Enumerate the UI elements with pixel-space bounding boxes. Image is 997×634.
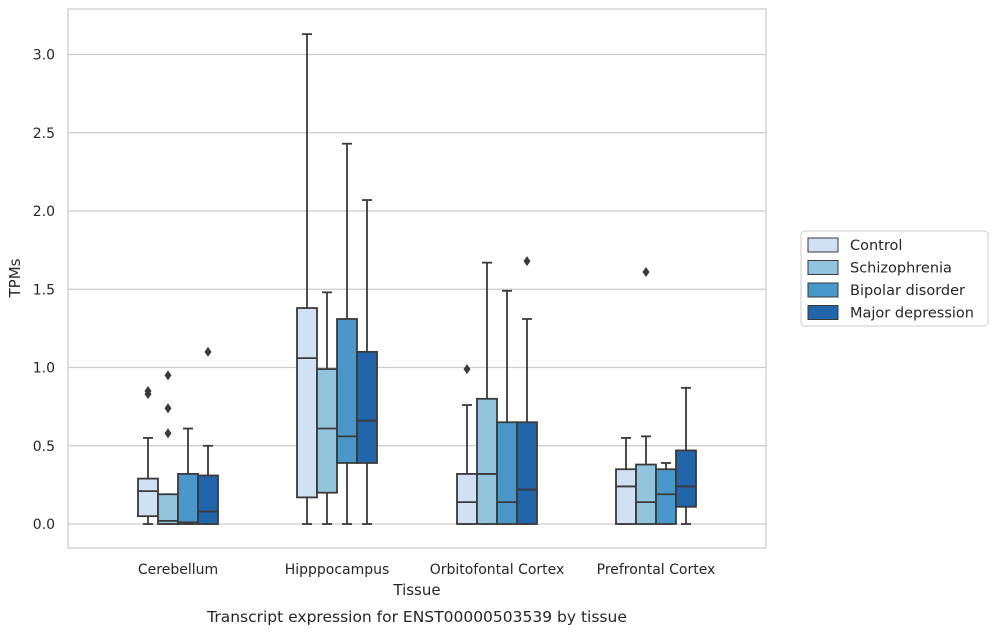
iqr-box: [197, 474, 219, 525]
box-bipolar-disorder-orbitofontal-cortex: [496, 289, 518, 525]
y-tick-label: 0.5: [33, 439, 55, 455]
y-tick-label: 1.0: [33, 361, 55, 377]
plot-area-frame: [67, 8, 767, 549]
outlier-marker: [164, 428, 172, 439]
box-major-depression-cerebellum: [197, 346, 219, 525]
outlier-marker: [204, 346, 212, 357]
x-tick-label-hipppocampus: Hipppocampus: [285, 562, 390, 578]
legend-swatch: [807, 305, 839, 320]
x-tick-label-cerebellum: Cerebellum: [138, 562, 218, 578]
iqr-box: [516, 421, 538, 525]
legend-swatch: [807, 237, 839, 253]
y-axis-ticks: 0.0 0.5 1.0 1.5 2.0 2.5 3.0: [33, 48, 55, 534]
iqr-box: [356, 350, 378, 464]
y-tick-label: 2.0: [33, 204, 55, 220]
iqr-box: [655, 468, 677, 525]
box-control-prefrontal-cortex: [615, 437, 637, 525]
legend: Control Schizophrenia Bipolar disorder Majo…: [800, 230, 989, 327]
outlier-marker: [463, 364, 471, 375]
y-tick-label: 3.0: [33, 48, 55, 64]
iqr-box: [476, 397, 498, 525]
legend-frame: [800, 230, 989, 327]
y-tick-label: 0.0: [33, 517, 55, 533]
x-axis-label: Tissue: [392, 581, 440, 599]
outlier-marker: [164, 403, 172, 414]
x-tick-label-orbitofontal-cortex: Orbitofontal Cortex: [430, 562, 565, 578]
legend-label: Major depression: [850, 306, 974, 322]
iqr-box: [675, 449, 697, 508]
legend-label: Schizophrenia: [850, 261, 952, 277]
box-bipolar-disorder-hipppocampus: [336, 142, 358, 525]
iqr-box: [496, 421, 518, 525]
legend-item-major-depression: Major depression: [807, 305, 974, 322]
iqr-box: [635, 463, 657, 525]
outlier-marker: [164, 370, 172, 381]
legend-swatch: [807, 282, 839, 298]
y-tick-label: 2.5: [33, 126, 55, 142]
legend-label: Bipolar disorder: [850, 283, 965, 299]
legend-item-schizophrenia: Schizophrenia: [807, 260, 952, 277]
box-control-orbitofontal-cortex: [456, 364, 478, 525]
box-major-depression-hipppocampus: [356, 199, 378, 525]
box-major-depression-prefrontal-cortex: [675, 386, 697, 525]
legend-item-control: Control: [807, 237, 902, 254]
outlier-marker: [642, 267, 650, 278]
iqr-box: [316, 368, 338, 494]
iqr-box: [296, 307, 318, 499]
iqr-box: [456, 473, 478, 525]
box-control-cerebellum: [137, 385, 159, 525]
box-schizophrenia-cerebellum: [157, 370, 179, 525]
legend-swatch: [807, 260, 839, 275]
iqr-box: [336, 318, 358, 464]
x-tick-label-prefrontal-cortex: Prefrontal Cortex: [597, 562, 716, 578]
y-tick-label: 1.5: [33, 282, 55, 298]
box-major-depression-orbitofontal-cortex: [516, 256, 538, 525]
box-schizophrenia-prefrontal-cortex: [635, 267, 657, 525]
chart-caption: Transcript expression for ENST0000050353…: [206, 608, 627, 626]
box-bipolar-disorder-prefrontal-cortex: [655, 462, 677, 525]
iqr-box: [157, 493, 179, 525]
legend-label: Control: [850, 238, 902, 254]
box-schizophrenia-hipppocampus: [316, 291, 338, 525]
box-control-hipppocampus: [296, 33, 318, 525]
x-axis-ticks: Cerebellum Hipppocampus Orbitofontal Corte…: [138, 562, 715, 578]
iqr-box: [137, 477, 159, 518]
outlier-marker: [144, 385, 152, 396]
box-bipolar-disorder-cerebellum: [177, 427, 199, 525]
boxes: [137, 33, 697, 525]
legend-item-bipolar-disorder: Bipolar disorder: [807, 282, 965, 299]
iqr-box: [177, 473, 199, 525]
outlier-marker: [523, 256, 531, 267]
iqr-box: [615, 468, 637, 525]
gridlines: [68, 53, 766, 525]
box-schizophrenia-orbitofontal-cortex: [476, 261, 498, 525]
y-axis-label: TPMs: [6, 258, 24, 298]
